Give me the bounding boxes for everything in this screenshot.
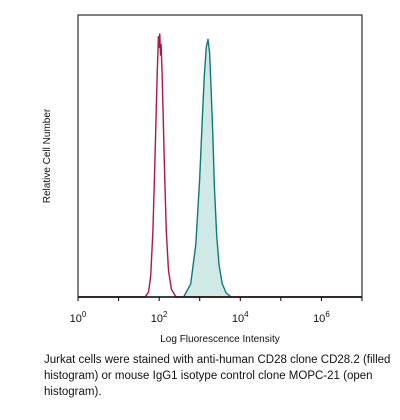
x-ticks: 100 102 104 106	[70, 297, 363, 325]
x-tick-label: 100	[70, 310, 87, 325]
y-axis-label: Relative Cell Number	[42, 108, 53, 203]
series-layer	[77, 33, 363, 298]
open-histogram	[78, 33, 362, 298]
figure-caption: Jurkat cells were stained with anti-huma…	[44, 354, 391, 398]
x-tick-label: 102	[151, 310, 168, 325]
x-tick-label: 106	[313, 310, 330, 325]
filled-histogram	[77, 38, 363, 298]
x-axis-label: Log Fluorescence Intensity	[160, 334, 280, 345]
x-tick-label: 104	[232, 310, 249, 325]
plot-frame	[77, 14, 363, 298]
histogram-chart: 100 102 104 106 Log Fluorescence Intensity …	[42, 14, 363, 345]
